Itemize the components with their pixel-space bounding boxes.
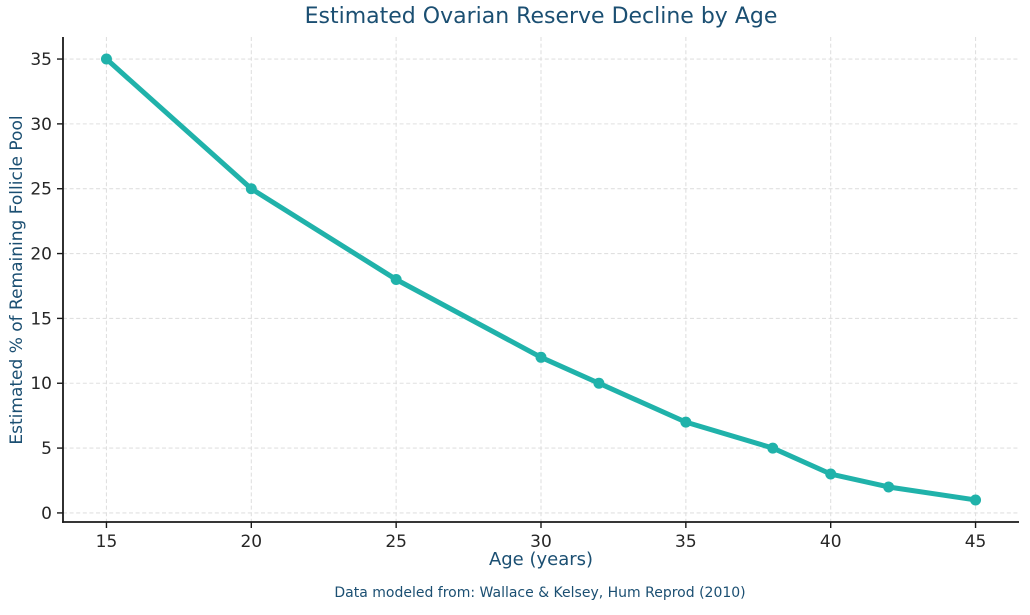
x-tick-label: 20 xyxy=(240,532,262,552)
y-tick-label: 5 xyxy=(41,439,52,459)
y-tick-label: 10 xyxy=(30,374,52,394)
x-tick-label: 30 xyxy=(530,532,552,552)
x-tick-label: 35 xyxy=(675,532,697,552)
data-point-marker xyxy=(767,442,779,454)
x-tick-label: 40 xyxy=(820,532,842,552)
y-tick-label: 25 xyxy=(30,180,52,200)
chart-title: Estimated Ovarian Reserve Decline by Age xyxy=(304,4,778,29)
data-point-marker xyxy=(883,481,895,493)
series-line xyxy=(103,56,979,503)
x-tick-label: 25 xyxy=(385,532,407,552)
x-axis-label: Age (years) xyxy=(488,549,594,570)
data-point-marker xyxy=(680,416,692,428)
x-tick-label: 45 xyxy=(965,532,987,552)
data-point-marker xyxy=(390,274,402,285)
y-tick-label: 20 xyxy=(30,245,52,265)
x-tick-label: 15 xyxy=(96,532,118,552)
y-tick-label: 15 xyxy=(30,309,52,329)
data-point-marker xyxy=(245,183,257,195)
data-point-marker xyxy=(100,53,112,65)
data-point-marker xyxy=(535,351,547,363)
data-source-caption: Data modeled from: Wallace & Kelsey, Hum… xyxy=(334,585,746,601)
data-point-marker xyxy=(593,377,605,389)
data-point-marker xyxy=(825,468,837,480)
y-tick-label: 35 xyxy=(30,50,52,70)
data-point-marker xyxy=(970,494,982,506)
y-tick-label: 0 xyxy=(41,504,52,524)
y-tick-label: 30 xyxy=(30,115,52,135)
